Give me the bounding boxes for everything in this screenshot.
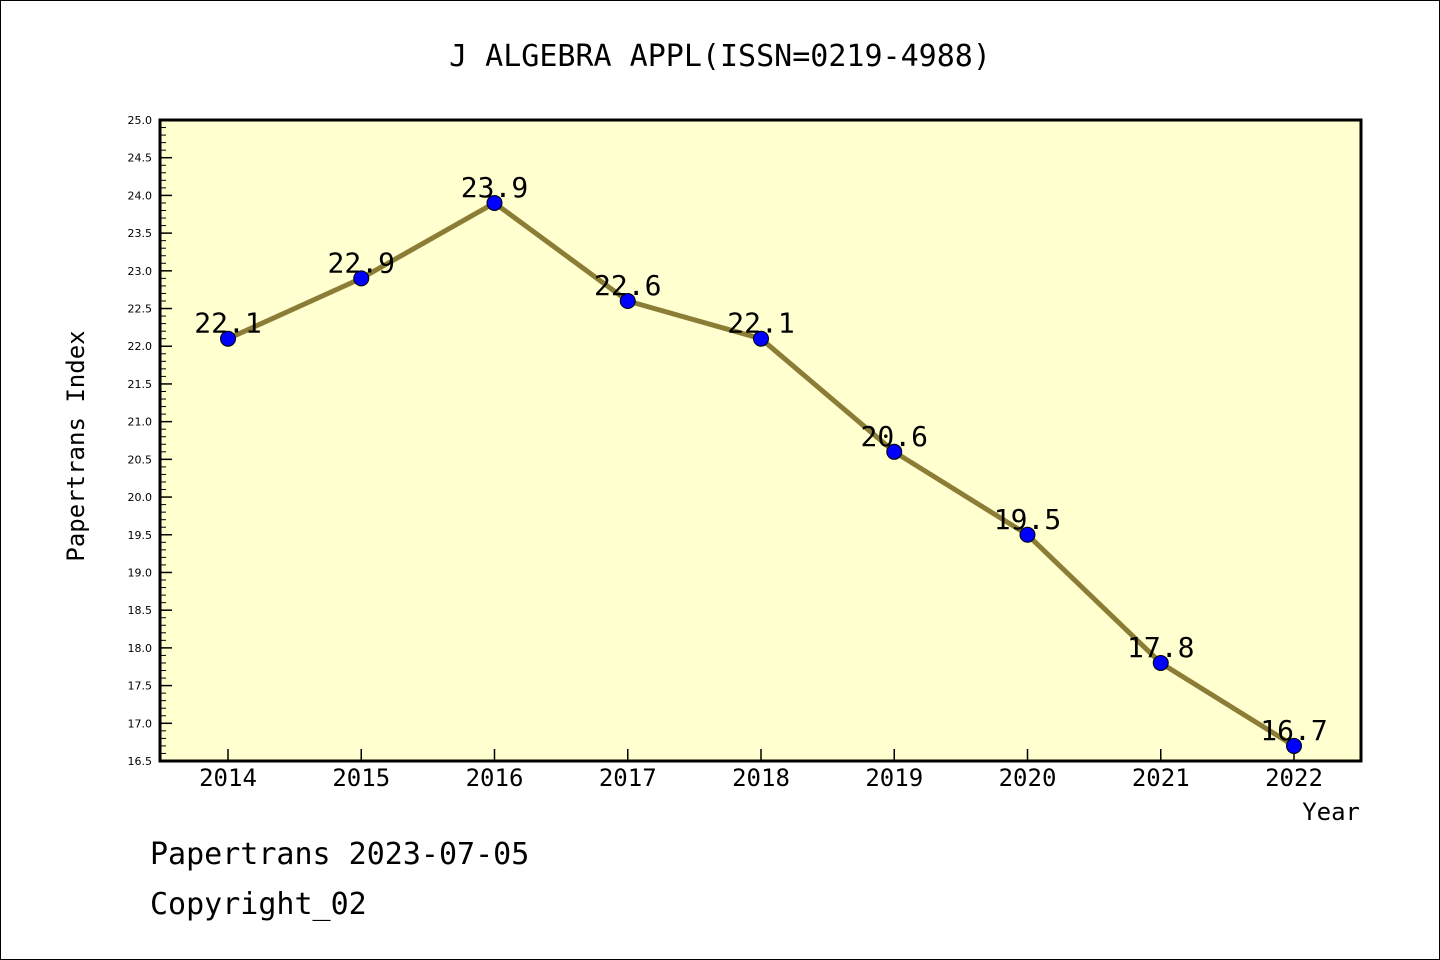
x-tick-label: 2017: [599, 764, 657, 792]
plot-area: [160, 120, 1361, 761]
chart-title: J ALGEBRA APPL(ISSN=0219-4988): [449, 39, 991, 74]
data-label: 22.1: [194, 307, 261, 340]
x-tick-label: 2014: [199, 764, 257, 792]
y-tick-label: 24.0: [128, 189, 153, 202]
y-tick-label: 24.5: [128, 152, 153, 165]
data-label: 22.9: [328, 246, 395, 279]
footer-copyright-line: Copyright_02: [150, 887, 367, 922]
data-label: 23.9: [461, 171, 528, 204]
x-tick-label: 2018: [732, 764, 790, 792]
y-tick-label: 21.5: [128, 378, 153, 391]
x-tick-label: 2015: [332, 764, 390, 792]
series-markers: [220, 194, 1302, 754]
y-tick-label: 22.5: [128, 303, 153, 316]
data-point: [619, 292, 636, 309]
y-tick-label: 19.0: [128, 566, 153, 579]
y-tick-label: 25.0: [128, 114, 153, 127]
data-label: 16.7: [1260, 714, 1327, 747]
data-point: [1286, 737, 1302, 754]
plot-border: [158, 118, 1363, 763]
data-label: 22.1: [727, 307, 794, 340]
data-point: [353, 270, 370, 287]
data-point: [1019, 526, 1036, 543]
data-point: [753, 330, 769, 347]
y-tick-label: 20.0: [128, 491, 153, 504]
data-label: 19.5: [994, 503, 1061, 536]
y-tick-label: 17.5: [128, 680, 153, 693]
data-point: [886, 443, 903, 460]
y-axis-label: Papertrans Index: [62, 330, 90, 561]
x-tick-label: 2020: [999, 764, 1057, 792]
data-label: 17.8: [1127, 631, 1194, 664]
y-tick-label: 18.5: [128, 604, 153, 617]
y-tick-label: 16.5: [128, 755, 153, 768]
y-axis-ticks: 16.5 17.0 17.5 18.0 18.5 19.0 19.5 20.0 20.5 21.0…: [128, 114, 172, 768]
data-label: 22.6: [594, 269, 661, 302]
x-axis-ticks: 2014 2015 2016 2017 2018 2019 2020 2021 2022: [199, 749, 1323, 792]
footer-source-line: Papertrans 2023-07-05: [150, 837, 529, 872]
y-tick-label: 21.0: [128, 416, 153, 429]
y-tick-label: 23.5: [128, 227, 153, 240]
y-tick-label: 19.5: [128, 529, 153, 542]
x-axis-label: Year: [1302, 798, 1360, 826]
x-tick-label: 2022: [1265, 764, 1323, 792]
x-tick-label: 2021: [1132, 764, 1190, 792]
data-label: 20.6: [861, 420, 928, 453]
data-point: [1152, 654, 1169, 671]
x-tick-label: 2019: [865, 764, 923, 792]
x-tick-label: 2016: [466, 764, 524, 792]
data-point: [486, 194, 503, 211]
data-labels: 22.1 22.9 23.9 22.6 22.1 20.6 19.5 17.8 16.7: [194, 171, 1327, 747]
y-tick-label: 23.0: [128, 265, 153, 278]
y-tick-label: 22.0: [128, 340, 153, 353]
data-point: [220, 330, 236, 347]
y-tick-label: 17.0: [128, 717, 153, 730]
y-tick-label: 18.0: [128, 642, 153, 655]
y-tick-label: 20.5: [128, 453, 153, 466]
